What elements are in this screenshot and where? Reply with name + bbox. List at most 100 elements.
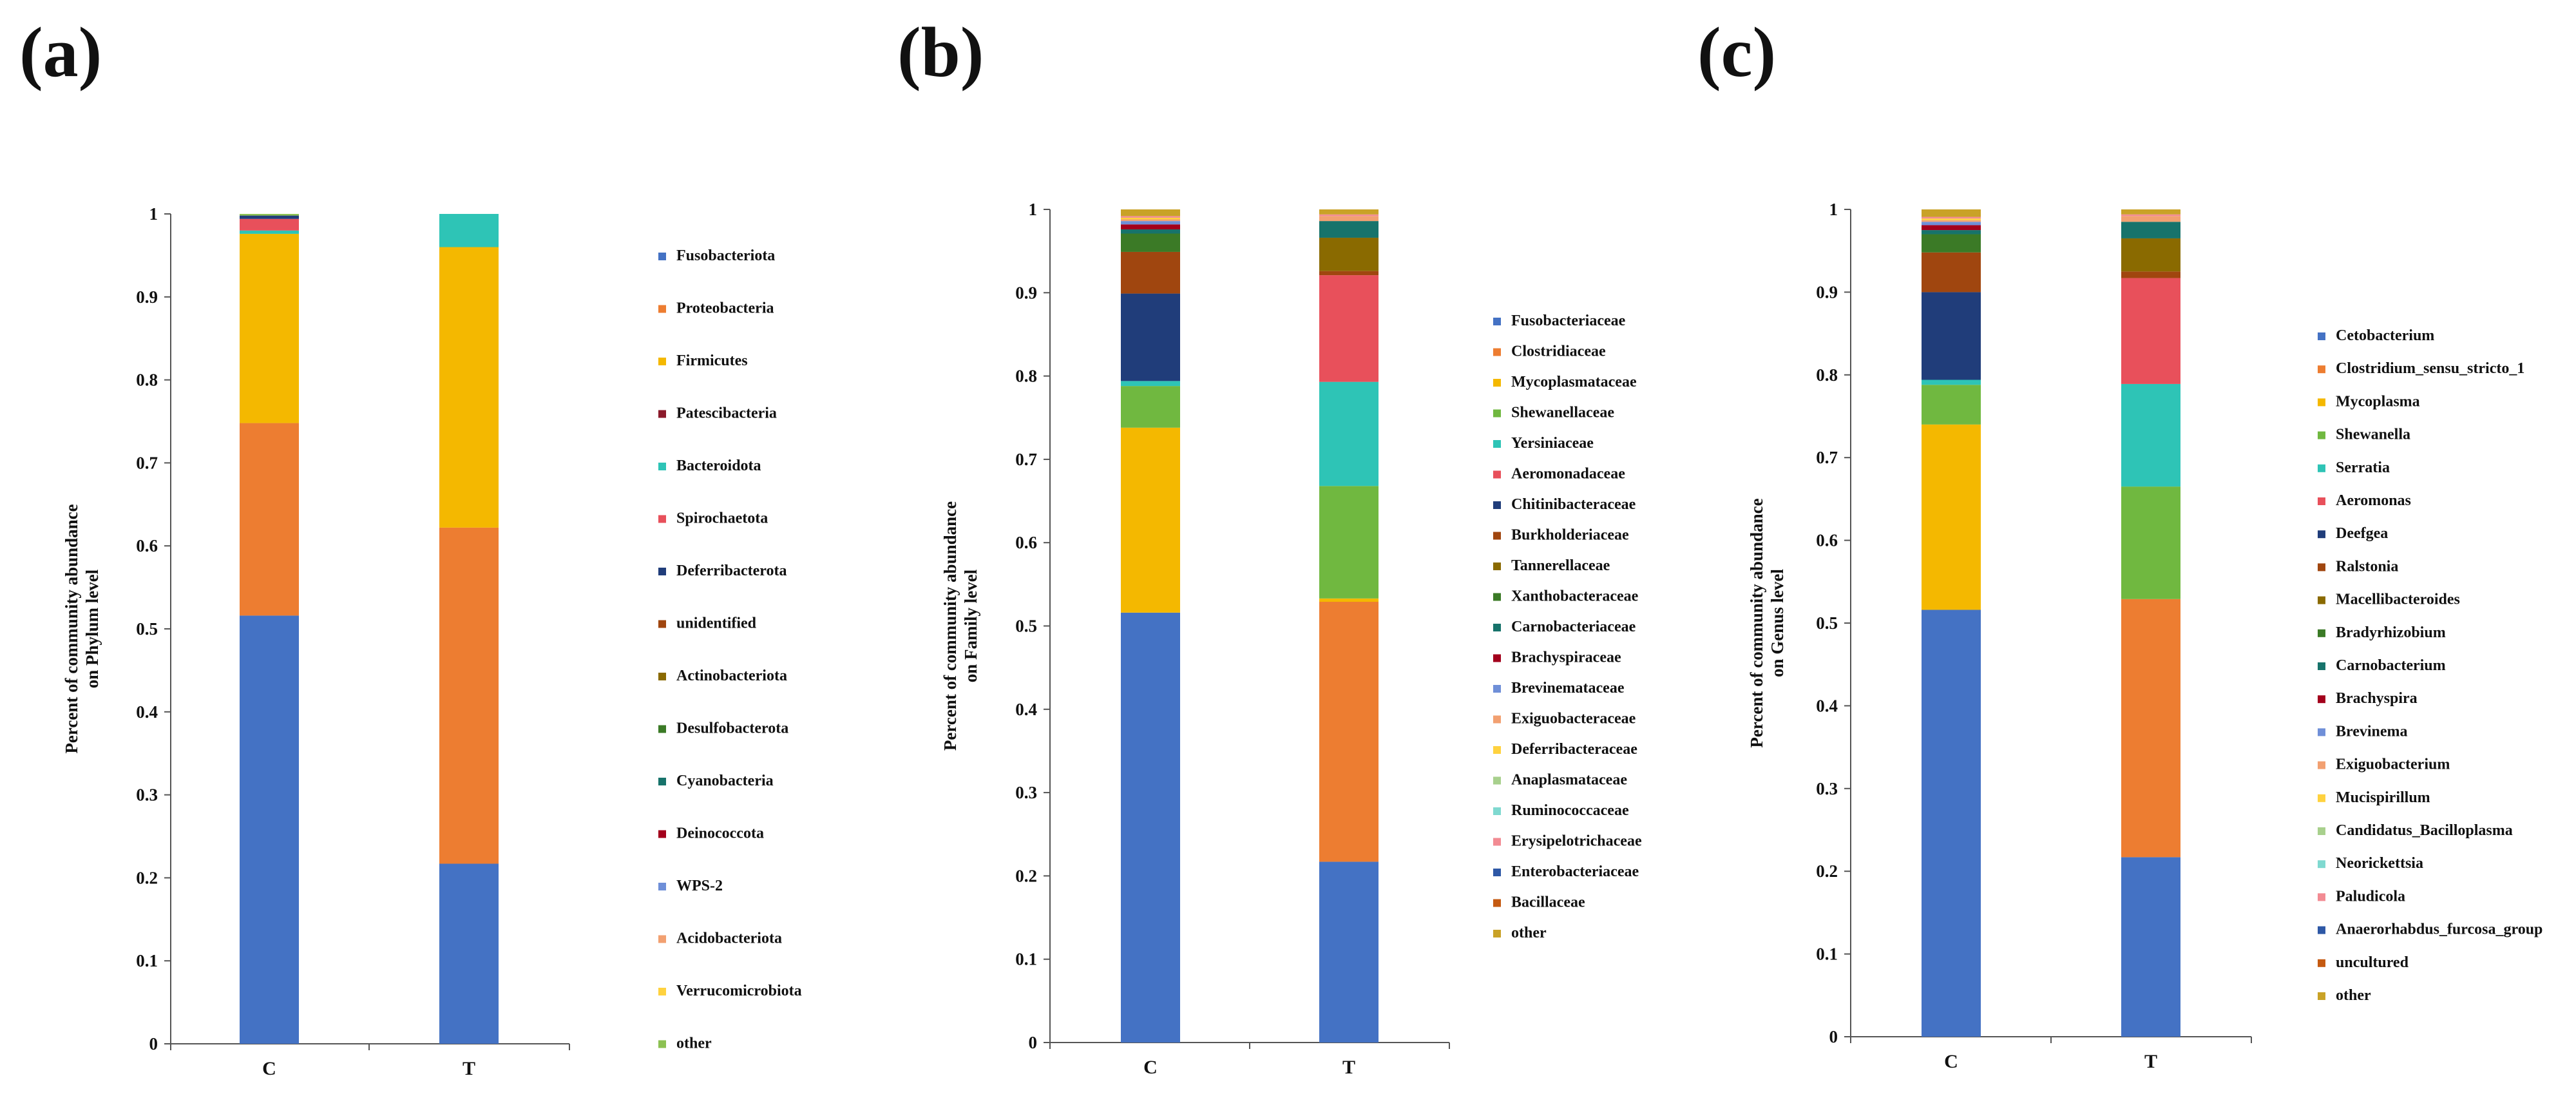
y-tick-label: 0.6	[1816, 531, 1838, 550]
bar-segment-C-paludicola	[1922, 216, 1981, 219]
bar-segment-C-chitinibacteraceae	[1121, 293, 1180, 381]
legend-swatch	[1493, 440, 1501, 448]
legend-swatch	[658, 568, 666, 575]
y-tick-label: 0.7	[1816, 448, 1838, 467]
legend-label: Bradyrhizobium	[2336, 624, 2446, 641]
legend-swatch	[1493, 930, 1501, 937]
bar-segment-C-brachyspira	[1922, 225, 1981, 231]
y-tick-label: 0.1	[1816, 945, 1838, 964]
bar-segment-C-firmicutes	[240, 233, 299, 423]
legend-label: Aeromonadaceae	[1511, 466, 1625, 483]
legend-swatch	[2318, 959, 2325, 967]
legend-swatch	[2318, 695, 2325, 704]
bar-segment-C-mycoplasma	[1922, 424, 1981, 610]
bar-segment-T-other	[2121, 209, 2180, 215]
x-category-label: T	[2144, 1051, 2157, 1072]
y-tick-label: 0.4	[136, 702, 158, 722]
legend-label: Exiguobacteraceae	[1511, 711, 1636, 727]
legend-swatch	[1493, 318, 1501, 325]
bar-segment-T-proteobacteria	[439, 527, 499, 864]
bar-segment-C-bradyrhizobium	[1922, 234, 1981, 253]
bar-segment-C-fusobacteriaceae	[1121, 612, 1180, 1043]
legend-label: Deferribacterota	[676, 562, 787, 579]
legend-label: Bacteroidota	[676, 457, 761, 474]
y-tick-label: 0.8	[136, 370, 158, 390]
legend-label: other	[2336, 987, 2371, 1004]
legend-label: Acidobacteriota	[676, 930, 782, 947]
legend-swatch	[1493, 624, 1501, 631]
y-tick-label: 0.5	[1816, 613, 1838, 633]
legend-label: Neorickettsia	[2336, 855, 2423, 872]
bar-segment-C-brachyspiraceae	[1121, 224, 1180, 230]
legend-label: Ralstonia	[2336, 558, 2398, 575]
legend-label: Brachyspiraceae	[1511, 649, 1621, 666]
legend-swatch	[658, 410, 666, 418]
y-tick-label: 0.2	[1015, 866, 1037, 885]
bar-segment-C-other	[240, 214, 299, 216]
y-axis-label-line2: on Phylum level	[82, 569, 102, 688]
y-tick-label: 0.8	[1015, 367, 1037, 386]
legend-label: Clostridiaceae	[1511, 343, 1606, 360]
bar-segment-C-ralstonia	[1922, 252, 1981, 293]
legend-label: Carnobacteriaceae	[1511, 619, 1636, 635]
y-tick-label: 1	[1029, 200, 1038, 219]
legend-label: unidentified	[676, 615, 757, 632]
bar-segment-T-yersiniaceae	[1319, 381, 1379, 486]
legend-swatch	[658, 673, 666, 680]
legend-swatch	[2318, 827, 2325, 835]
bar-segment-T-clostridiaceae	[1319, 602, 1379, 862]
x-category-label: T	[1342, 1057, 1355, 1078]
legend-swatch	[658, 1040, 666, 1048]
bar-segment-C-erysipelotrichaceae	[1121, 216, 1180, 218]
legend-label: other	[676, 1035, 712, 1052]
legend-swatch	[658, 515, 666, 523]
bar-segment-T-ralstonia	[2121, 271, 2180, 278]
legend-swatch	[2318, 860, 2325, 869]
y-tick-label: 0.7	[1015, 450, 1037, 469]
legend-label: Clostridium_sensu_stricto_1	[2336, 360, 2524, 377]
legend-label: Verrucomicrobiota	[676, 983, 802, 999]
legend-label: Mucispirillum	[2336, 789, 2430, 806]
bar-segment-C-yersiniaceae	[1121, 381, 1180, 387]
legend-label: Mycoplasma	[2336, 393, 2420, 410]
legend-label: Proteobacteria	[676, 300, 774, 317]
y-axis-label-line2: on Family level	[961, 569, 980, 682]
legend-swatch	[658, 883, 666, 890]
bar-segment-C-mucispirillum	[1922, 218, 1981, 220]
y-tick-label: 0	[1029, 1033, 1038, 1052]
legend-label: Mycoplasmataceae	[1511, 374, 1637, 390]
legend-swatch	[658, 620, 666, 628]
y-tick-label: 1	[1829, 200, 1838, 219]
legend-swatch	[1493, 807, 1501, 815]
legend-swatch	[1493, 501, 1501, 509]
legend-label: Anaerorhabdus_furcosa_group	[2336, 921, 2543, 938]
legend-swatch	[658, 358, 666, 365]
y-tick-label: 0.7	[136, 453, 158, 472]
y-tick-label: 0.4	[1816, 696, 1838, 715]
panel-c: (c) 0 0.1 0.2 0.3 0.4 0.5 0.6 0.7 0.8 0.9 1 Percent …	[1697, 13, 2543, 1072]
y-tick-label: 0.6	[136, 536, 158, 555]
legend-swatch	[2318, 431, 2325, 439]
bar-segment-C-other	[1121, 209, 1180, 216]
bar-segment-C-xanthobacteraceae	[1121, 233, 1180, 252]
legend-swatch	[2318, 332, 2325, 340]
legend-swatch	[1493, 869, 1501, 876]
legend-swatch	[1493, 838, 1501, 846]
legend-swatch	[1493, 685, 1501, 693]
x-category-label: T	[463, 1058, 475, 1079]
legend-label: Deefgea	[2336, 525, 2388, 542]
legend-swatch	[1493, 379, 1501, 387]
y-tick-label: 0.3	[1015, 783, 1037, 802]
legend-label: Cetobacterium	[2336, 327, 2434, 344]
legend-swatch	[658, 253, 666, 260]
bar-segment-T-shewanellaceae	[1319, 486, 1379, 599]
bar-segment-T-burkholderiaceae	[1319, 271, 1379, 276]
legend-swatch	[658, 988, 666, 995]
bar-segment-C-shewanella	[1922, 385, 1981, 425]
bar-segment-T-aeromonadaceae	[1319, 275, 1379, 382]
legend-label: WPS-2	[676, 878, 723, 894]
y-tick-label: 0.4	[1015, 700, 1037, 719]
legend-swatch	[2318, 398, 2325, 407]
bar-segment-T-clostridium-sensu-stricto-1	[2121, 599, 2180, 858]
legend-label: Fusobacteriota	[676, 247, 775, 264]
